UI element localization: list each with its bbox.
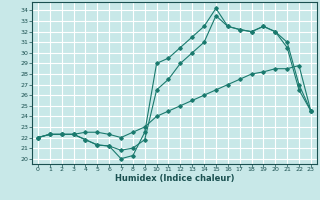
X-axis label: Humidex (Indice chaleur): Humidex (Indice chaleur): [115, 174, 234, 183]
